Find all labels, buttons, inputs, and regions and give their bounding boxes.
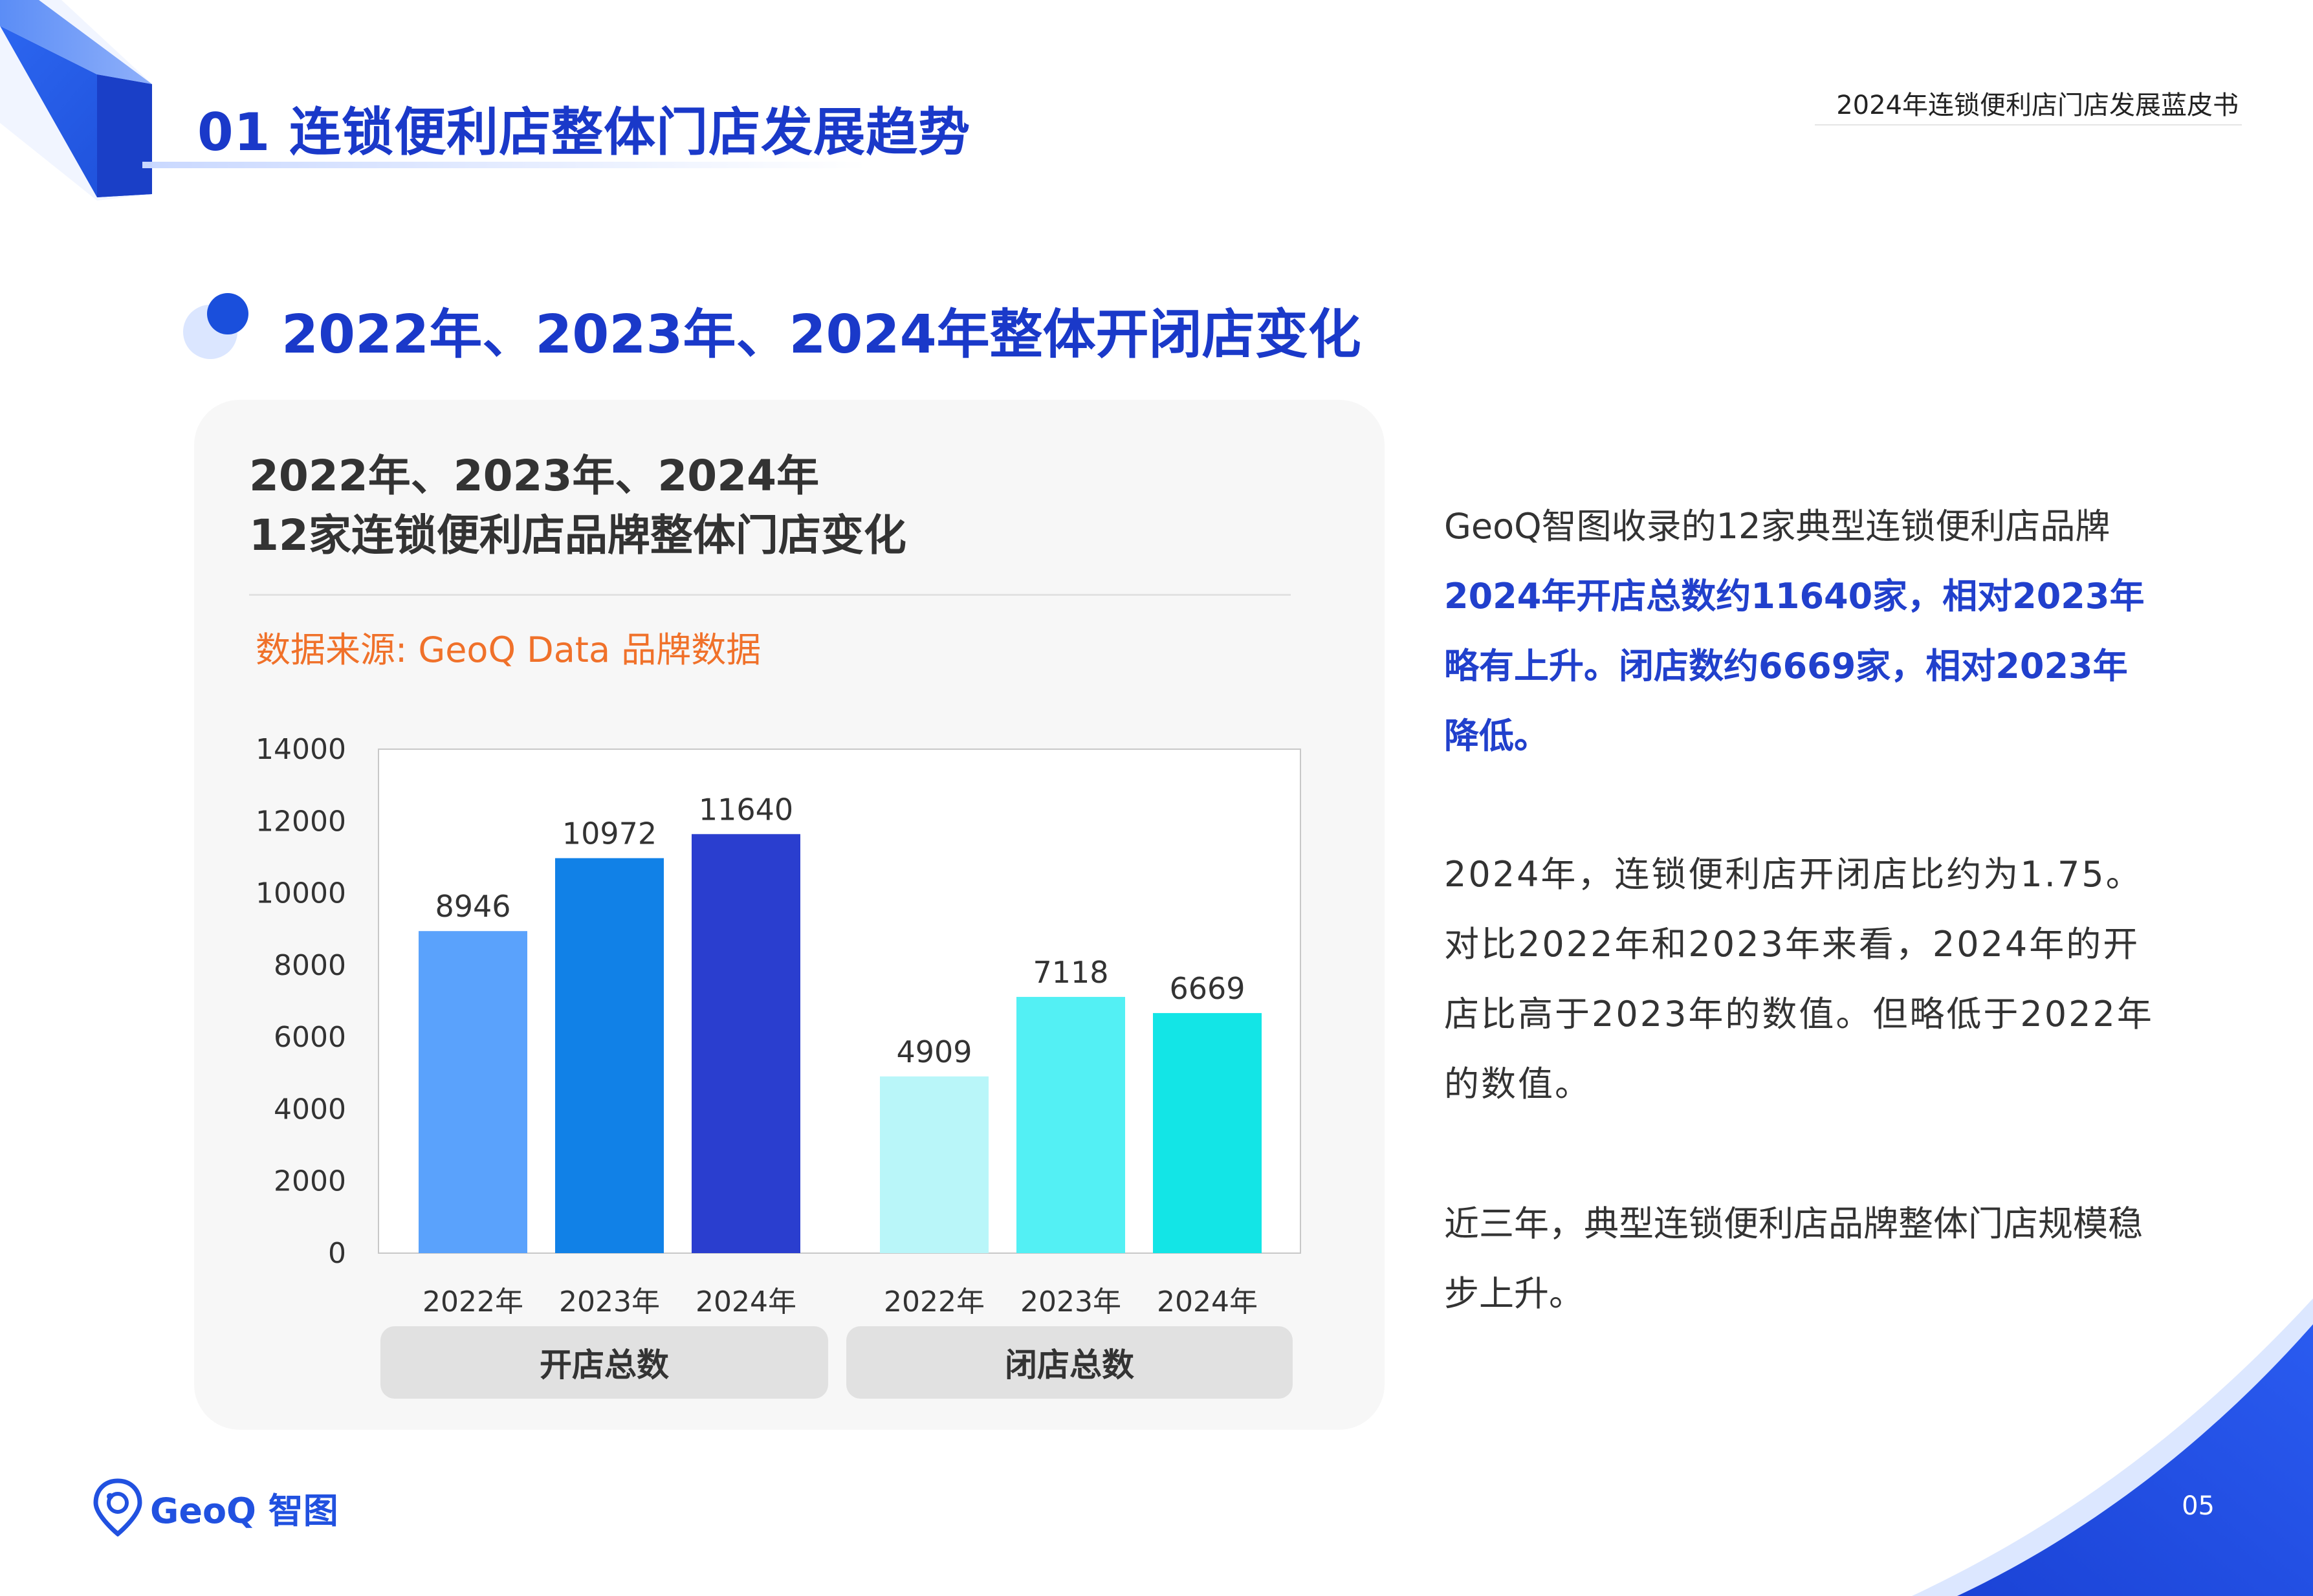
x-tick-label: 2023年 xyxy=(559,1285,660,1318)
paragraph-summary-lead: GeoQ智图收录的12家典型连锁便利店品牌 xyxy=(1444,506,2110,547)
bar xyxy=(419,931,527,1253)
x-tick-label: 2023年 xyxy=(1020,1285,1121,1318)
corner-cube-decoration xyxy=(0,0,152,201)
y-tick-label: 14000 xyxy=(256,733,346,766)
bar xyxy=(1153,1012,1262,1253)
subsection-title: 2022年、2023年、2024年整体开闭店变化 xyxy=(281,304,1361,366)
bar xyxy=(555,858,664,1253)
x-tick-label: 2024年 xyxy=(696,1285,796,1318)
bar xyxy=(880,1076,989,1253)
y-tick-label: 8000 xyxy=(274,949,346,982)
bar-value-label: 4909 xyxy=(896,1034,972,1069)
paragraph-ratio: 2024年，连锁便利店开闭店比约为1.75。对比2022年和2023年来看，20… xyxy=(1444,854,2154,1104)
bar-value-label: 11640 xyxy=(699,792,793,827)
bar-value-label: 10972 xyxy=(562,816,657,851)
y-tick-label: 12000 xyxy=(256,805,346,838)
bar xyxy=(1016,996,1125,1253)
group-label-closed-stores: 闭店总数 xyxy=(846,1326,1293,1399)
plot-area xyxy=(378,749,1301,1254)
chart-title: 2022年、2023年、2024年 12家连锁便利店品牌整体门店变化 xyxy=(249,446,906,565)
x-tick-label: 2024年 xyxy=(1157,1285,1258,1318)
geoq-logo: GeoQ 智图 xyxy=(92,1478,338,1536)
bar-value-label: 7118 xyxy=(1033,955,1108,990)
y-tick-label: 2000 xyxy=(274,1165,346,1198)
bar xyxy=(692,834,800,1253)
geoq-pin-icon xyxy=(93,1478,142,1536)
group-label-open-stores: 开店总数 xyxy=(380,1326,828,1399)
data-source: 数据来源: GeoQ Data 品牌数据 xyxy=(256,629,762,670)
y-tick-label: 6000 xyxy=(274,1021,346,1054)
y-tick-label: 10000 xyxy=(256,877,346,910)
bar-value-label: 8946 xyxy=(435,889,510,924)
report-title: 2024年连锁便利店门店发展蓝皮书 xyxy=(1836,91,2239,120)
paragraph-summary: GeoQ智图收录的12家典型连锁便利店品牌 2024年开店总数约11640家，相对… xyxy=(1444,492,2162,771)
section-title: 01 连锁便利店整体门店发展趋势 xyxy=(197,102,971,162)
bar-value-label: 6669 xyxy=(1169,971,1245,1006)
chart-title-line2: 12家连锁便利店品牌整体门店变化 xyxy=(249,510,906,560)
title-underline xyxy=(142,162,867,168)
chart-title-rule xyxy=(249,594,1291,596)
chart-title-line1: 2022年、2023年、2024年 xyxy=(249,451,820,501)
report-title-rule xyxy=(1815,124,2242,126)
x-tick-label: 2022年 xyxy=(884,1285,985,1318)
bullet-dot-icon xyxy=(183,293,248,359)
x-tick-label: 2022年 xyxy=(422,1285,523,1318)
paragraph-trend: 近三年，典型连锁便利店品牌整体门店规模稳步上升。 xyxy=(1444,1203,2143,1314)
corner-swoosh-decoration xyxy=(1912,1298,2313,1596)
paragraph-summary-highlight: 2024年开店总数约11640家，相对2023年略有上升。闭店数约6669家，相… xyxy=(1444,576,2145,756)
y-tick-label: 0 xyxy=(328,1237,346,1270)
y-tick-label: 4000 xyxy=(274,1093,346,1126)
page-number: 05 xyxy=(2182,1491,2215,1521)
logo-text: GeoQ 智图 xyxy=(150,1490,338,1531)
